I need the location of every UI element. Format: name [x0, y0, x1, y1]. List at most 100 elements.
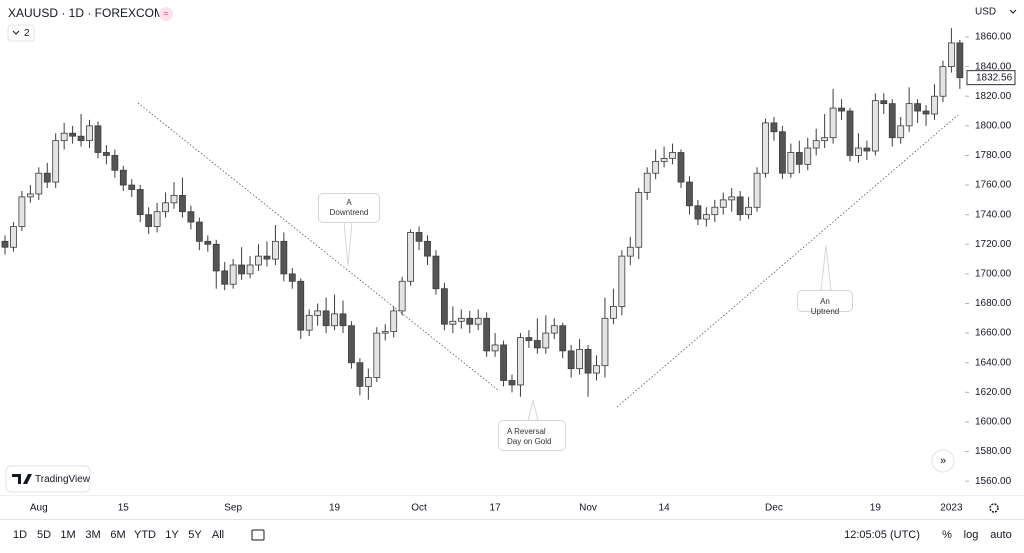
x-tick-label: 19 — [329, 503, 341, 514]
candle-body — [635, 192, 643, 248]
range-button[interactable]: 1Y — [165, 529, 179, 541]
y-tick-label: 1680.00 — [975, 298, 1012, 309]
candle-body — [271, 240, 279, 260]
range-button[interactable]: 1M — [60, 529, 75, 541]
candle-body — [888, 103, 896, 139]
candle-body — [229, 264, 237, 285]
candle-body — [567, 350, 575, 370]
candle-body — [593, 365, 600, 374]
candle-body — [838, 107, 845, 112]
y-tick-label: 1660.00 — [975, 328, 1012, 339]
candle-body — [736, 196, 744, 216]
candle-body — [364, 377, 372, 387]
candle-body — [288, 273, 296, 282]
y-tick-label: 1820.00 — [975, 91, 1012, 102]
x-tick-label: 14 — [659, 503, 671, 514]
candle-body — [77, 135, 85, 142]
candle-body — [407, 232, 415, 282]
scroll-glyph: » — [940, 455, 946, 467]
candle-body — [719, 199, 727, 208]
branding-box[interactable] — [5, 465, 91, 493]
candle-body — [846, 110, 854, 156]
y-tick-label: 1600.00 — [975, 417, 1012, 428]
candle-body — [922, 110, 930, 115]
scale-option[interactable]: auto — [990, 529, 1011, 541]
candle-body — [474, 317, 482, 325]
candle-body — [517, 337, 524, 386]
candle-body — [86, 125, 93, 142]
x-tick-label: 2023 — [940, 503, 963, 514]
y-tick-label: 1720.00 — [975, 239, 1012, 250]
candle-body — [745, 206, 752, 216]
candle-body — [491, 344, 499, 352]
last-price-box — [966, 70, 1016, 86]
y-tick-label: 1840.00 — [975, 61, 1012, 72]
range-button[interactable]: 6M — [110, 529, 125, 541]
candle-body — [26, 193, 34, 198]
y-tick-label: 1800.00 — [975, 120, 1012, 131]
x-tick-label: 19 — [870, 503, 882, 514]
candle-body — [415, 232, 423, 242]
candle-body — [153, 211, 161, 227]
last-price-label: 1832.56 — [976, 72, 1013, 83]
candle-body — [305, 314, 313, 331]
candle-body — [449, 320, 457, 325]
range-button[interactable]: 1D — [13, 529, 27, 541]
x-tick-label: Nov — [579, 503, 597, 514]
candle-body — [314, 310, 322, 316]
branding-logo — [12, 474, 32, 484]
candle-body — [584, 348, 592, 374]
scale-option[interactable]: log — [964, 529, 979, 541]
candle-body — [331, 313, 338, 327]
x-tick-label: Aug — [30, 503, 48, 514]
candle-body — [905, 103, 913, 127]
indicator-toggle[interactable] — [7, 24, 35, 42]
scroll-to-latest[interactable] — [931, 449, 955, 473]
range-button[interactable]: All — [212, 529, 224, 541]
range-button[interactable]: 3M — [85, 529, 100, 541]
uptrend-line — [616, 114, 959, 408]
candle-body — [677, 152, 685, 183]
candle-body — [610, 306, 617, 319]
candle-body — [931, 95, 938, 115]
candle-body — [533, 340, 541, 349]
candle-body — [601, 317, 609, 367]
candle-body — [119, 169, 127, 186]
candle-body — [779, 131, 786, 174]
y-tick-label: 1640.00 — [975, 357, 1012, 368]
candle-body — [880, 100, 888, 105]
settings-icon[interactable] — [989, 503, 999, 513]
candle-body — [626, 246, 634, 257]
candle-body — [145, 214, 153, 227]
candle-body — [373, 332, 381, 378]
candle-body — [94, 125, 102, 153]
candle-body — [652, 160, 660, 174]
range-button[interactable]: 5Y — [188, 529, 202, 541]
candle-body — [398, 280, 406, 312]
candle-body — [686, 181, 693, 207]
candle-body — [939, 66, 947, 97]
candle-body — [812, 140, 820, 149]
candle-body — [179, 195, 186, 213]
candle-body — [795, 152, 803, 165]
candle-body — [855, 147, 862, 156]
currency[interactable]: USD — [975, 7, 996, 18]
candle-body — [43, 172, 51, 183]
candle-body — [238, 264, 246, 275]
y-tick-label: 1700.00 — [975, 269, 1012, 280]
candle-body — [111, 155, 119, 171]
scale-option[interactable]: % — [942, 529, 952, 541]
date-range-icon[interactable] — [251, 529, 265, 541]
candle-body — [948, 42, 955, 68]
candle-body — [711, 206, 719, 216]
y-tick-label: 1560.00 — [975, 476, 1012, 487]
candle-body — [255, 255, 262, 266]
candle-body — [432, 255, 440, 290]
range-button[interactable]: 5D — [37, 529, 51, 541]
candle-body — [69, 132, 76, 137]
range-button[interactable]: YTD — [134, 529, 156, 541]
candle-body — [787, 152, 795, 174]
clock: 12:05:05 (UTC) — [844, 529, 920, 541]
